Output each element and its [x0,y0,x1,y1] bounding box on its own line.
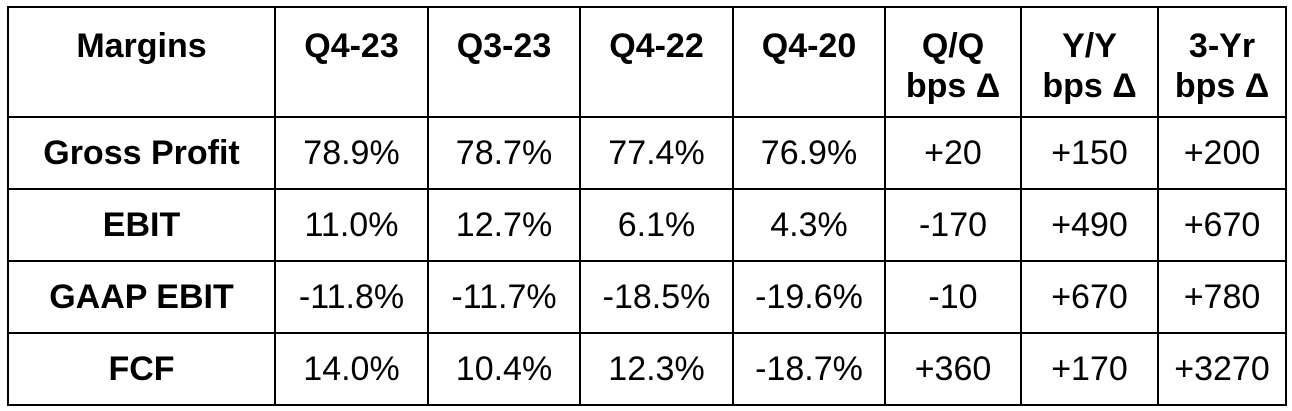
header-qq-line2: bps Δ [905,67,1001,105]
table-cell: 4.3% [732,188,886,262]
table-row: EBIT 11.0% 12.7% 6.1% 4.3% -170 +490 +67… [7,188,1287,262]
row-label-fcf: FCF [7,332,276,406]
header-q4-20: Q4-20 [732,6,886,118]
table-cell: 10.4% [427,332,581,406]
table-cell: -11.7% [427,260,581,334]
table-cell: -10 [884,260,1022,334]
table-cell: +780 [1157,260,1287,334]
header-row: Margins Q4-23 Q3-23 Q4-22 Q4-20 Q/Q bps … [7,6,1287,118]
header-yy-bps: Y/Y bps Δ [1020,6,1159,118]
row-label-ebit: EBIT [7,188,276,262]
table-cell: 14.0% [274,332,429,406]
table-cell: 12.3% [579,332,734,406]
table-cell: 77.4% [579,116,734,190]
header-q3-23: Q3-23 [427,6,581,118]
table-cell: -19.6% [732,260,886,334]
table-cell: +670 [1020,260,1159,334]
table-cell: +670 [1157,188,1287,262]
table-cell: 12.7% [427,188,581,262]
header-3yr-line2: bps Δ [1174,67,1270,105]
table-cell: -11.8% [274,260,429,334]
table-cell: 78.7% [427,116,581,190]
table-cell: +490 [1020,188,1159,262]
table-row: FCF 14.0% 10.4% 12.3% -18.7% +360 +170 +… [7,332,1287,406]
table-cell: +170 [1020,332,1159,406]
header-3yr-bps: 3-Yr bps Δ [1157,6,1287,118]
table-cell: +3270 [1157,332,1287,406]
table-cell: 78.9% [274,116,429,190]
row-label-gross-profit: Gross Profit [7,116,276,190]
header-yy-line2: bps Δ [1042,67,1137,105]
table-cell: +150 [1020,116,1159,190]
table-cell: +20 [884,116,1022,190]
table-cell: -170 [884,188,1022,262]
table-cell: -18.5% [579,260,734,334]
header-q4-23: Q4-23 [274,6,429,118]
header-yy-line1: Y/Y [1062,27,1117,65]
table-cell: -18.7% [732,332,886,406]
table-cell: 6.1% [579,188,734,262]
header-q4-22: Q4-22 [579,6,734,118]
table-cell: 76.9% [732,116,886,190]
table-cell: +200 [1157,116,1287,190]
margins-table: Margins Q4-23 Q3-23 Q4-22 Q4-20 Q/Q bps … [7,6,1287,406]
table-row: Gross Profit 78.9% 78.7% 77.4% 76.9% +20… [7,116,1287,190]
header-margins: Margins [7,6,276,118]
table-cell: 11.0% [274,188,429,262]
header-qq-line1: Q/Q [921,27,985,65]
header-qq-bps: Q/Q bps Δ [884,6,1022,118]
row-label-gaap-ebit: GAAP EBIT [7,260,276,334]
table-row: GAAP EBIT -11.8% -11.7% -18.5% -19.6% -1… [7,260,1287,334]
header-3yr-line1: 3-Yr [1188,27,1256,65]
table-cell: +360 [884,332,1022,406]
